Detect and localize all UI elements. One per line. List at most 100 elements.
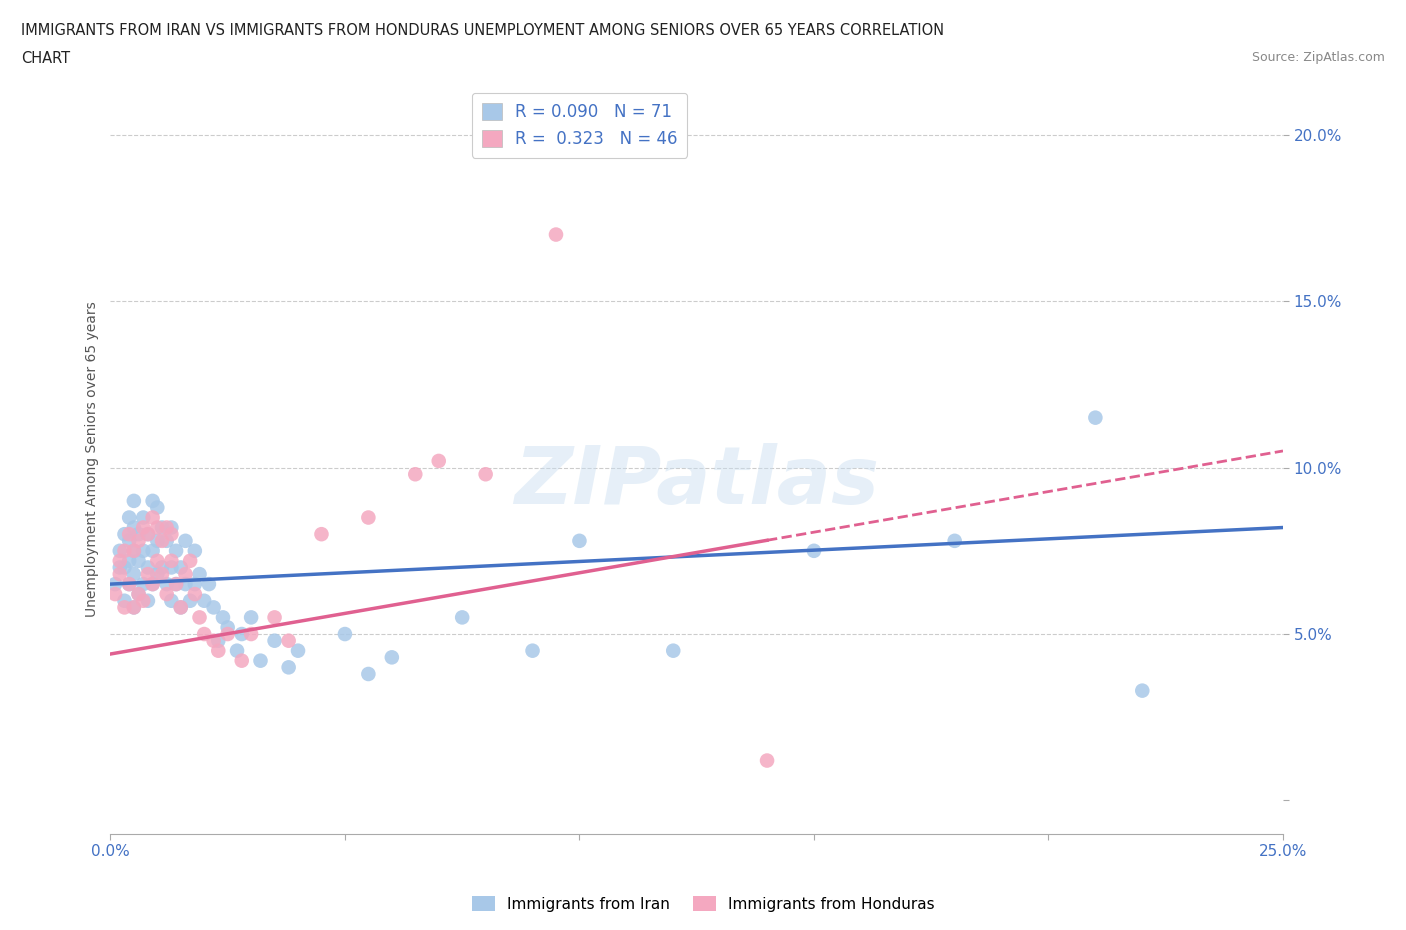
Point xyxy=(240,627,263,642)
Point xyxy=(202,600,225,615)
Point xyxy=(170,600,193,615)
Point xyxy=(114,560,136,575)
Point xyxy=(1084,410,1107,425)
Point xyxy=(150,534,173,549)
Point xyxy=(136,526,159,541)
Point xyxy=(451,610,474,625)
Point xyxy=(122,566,145,581)
Point xyxy=(136,566,159,581)
Point xyxy=(132,510,155,525)
Point xyxy=(231,627,253,642)
Point xyxy=(165,577,187,591)
Point xyxy=(184,543,207,558)
Text: CHART: CHART xyxy=(21,51,70,66)
Point xyxy=(174,577,197,591)
Point xyxy=(226,644,249,658)
Legend: Immigrants from Iran, Immigrants from Honduras: Immigrants from Iran, Immigrants from Ho… xyxy=(465,889,941,918)
Point xyxy=(174,534,197,549)
Point xyxy=(170,560,193,575)
Point xyxy=(146,500,169,515)
Point xyxy=(160,526,183,541)
Point xyxy=(193,627,215,642)
Point xyxy=(128,553,150,568)
Point xyxy=(193,593,215,608)
Point xyxy=(544,227,567,242)
Point xyxy=(277,633,299,648)
Point xyxy=(150,520,173,535)
Point xyxy=(249,653,271,668)
Point xyxy=(311,526,333,541)
Point xyxy=(427,454,450,469)
Point xyxy=(231,653,253,668)
Point xyxy=(128,587,150,602)
Point xyxy=(357,667,380,682)
Point xyxy=(277,660,299,675)
Point xyxy=(150,560,173,575)
Point xyxy=(160,520,183,535)
Point xyxy=(108,566,131,581)
Point xyxy=(170,600,193,615)
Point xyxy=(118,577,141,591)
Point xyxy=(179,593,201,608)
Text: IMMIGRANTS FROM IRAN VS IMMIGRANTS FROM HONDURAS UNEMPLOYMENT AMONG SENIORS OVER: IMMIGRANTS FROM IRAN VS IMMIGRANTS FROM … xyxy=(21,23,945,38)
Point xyxy=(146,534,169,549)
Point xyxy=(522,644,544,658)
Point xyxy=(132,543,155,558)
Point xyxy=(165,577,187,591)
Point xyxy=(142,510,165,525)
Point xyxy=(240,610,263,625)
Point xyxy=(128,534,150,549)
Point xyxy=(114,600,136,615)
Point xyxy=(122,494,145,509)
Point xyxy=(568,534,591,549)
Point xyxy=(118,577,141,591)
Point xyxy=(118,510,141,525)
Point xyxy=(118,534,141,549)
Point xyxy=(122,520,145,535)
Point xyxy=(156,577,179,591)
Y-axis label: Unemployment Among Seniors over 65 years: Unemployment Among Seniors over 65 years xyxy=(86,301,100,618)
Legend: R = 0.090   N = 71, R =  0.323   N = 46: R = 0.090 N = 71, R = 0.323 N = 46 xyxy=(471,93,688,158)
Text: Source: ZipAtlas.com: Source: ZipAtlas.com xyxy=(1251,51,1385,64)
Point xyxy=(146,566,169,581)
Point xyxy=(287,644,309,658)
Point xyxy=(108,553,131,568)
Point xyxy=(263,633,285,648)
Point xyxy=(122,600,145,615)
Point xyxy=(174,566,197,581)
Point xyxy=(146,553,169,568)
Point xyxy=(263,610,285,625)
Point xyxy=(132,520,155,535)
Point xyxy=(122,543,145,558)
Point xyxy=(184,577,207,591)
Point xyxy=(136,526,159,541)
Point xyxy=(662,644,685,658)
Point xyxy=(156,587,179,602)
Text: ZIPatlas: ZIPatlas xyxy=(515,443,879,521)
Point xyxy=(217,620,239,635)
Point xyxy=(165,543,187,558)
Point xyxy=(136,560,159,575)
Point xyxy=(150,566,173,581)
Point xyxy=(357,510,380,525)
Point xyxy=(136,593,159,608)
Point xyxy=(160,553,183,568)
Point xyxy=(333,627,356,642)
Point xyxy=(122,543,145,558)
Point xyxy=(118,526,141,541)
Point xyxy=(217,627,239,642)
Point xyxy=(156,520,179,535)
Point xyxy=(156,534,179,549)
Point xyxy=(114,526,136,541)
Point xyxy=(160,560,183,575)
Point xyxy=(198,577,221,591)
Point xyxy=(128,587,150,602)
Point xyxy=(160,593,183,608)
Point xyxy=(1130,684,1153,698)
Point xyxy=(212,610,235,625)
Point xyxy=(474,467,496,482)
Point xyxy=(142,577,165,591)
Point xyxy=(118,553,141,568)
Point xyxy=(146,520,169,535)
Point xyxy=(207,633,229,648)
